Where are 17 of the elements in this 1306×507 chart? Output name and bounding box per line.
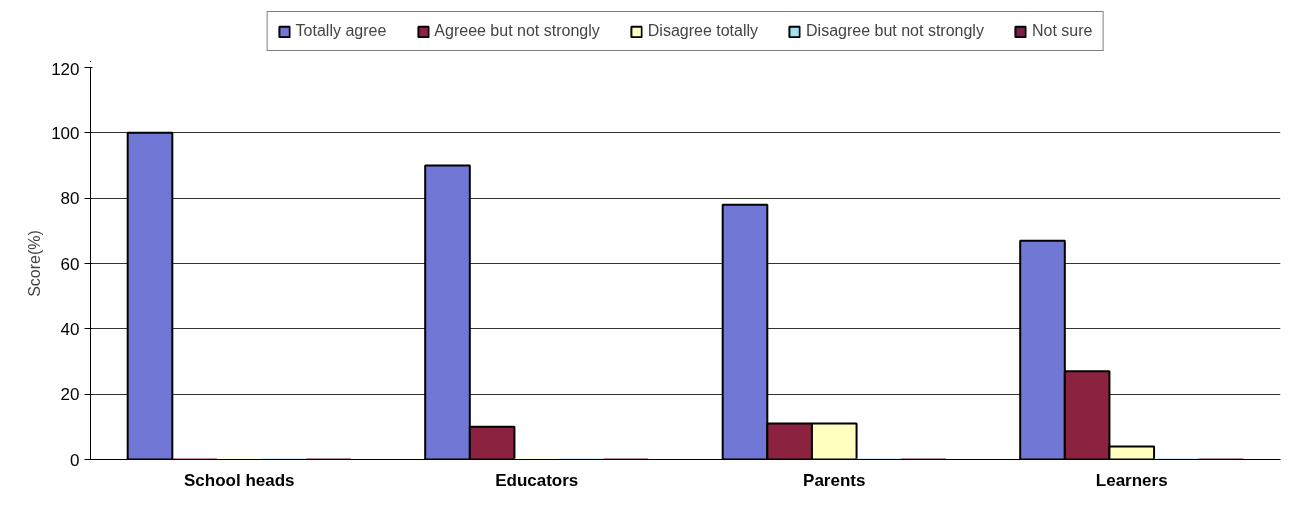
y-tick-label: 40 bbox=[60, 319, 80, 339]
legend-label: Disagree totally bbox=[647, 22, 759, 40]
y-tick-label: 0 bbox=[70, 450, 80, 470]
y-tick-label: 80 bbox=[60, 189, 80, 209]
y-axis-title: Score(%) bbox=[26, 230, 44, 297]
x-tick-label: Educators bbox=[495, 470, 579, 490]
y-tick-label: 100 bbox=[51, 123, 80, 143]
legend-label: Agreee but not strongly bbox=[434, 22, 600, 40]
legend-label: Totally agree bbox=[295, 22, 387, 40]
y-tick-label: 60 bbox=[60, 254, 80, 274]
legend-label: Not sure bbox=[1031, 22, 1093, 40]
x-tick-label: School heads bbox=[183, 470, 295, 490]
legend-label: Disagree but not strongly bbox=[806, 22, 984, 40]
x-tick-label: Learners bbox=[1095, 470, 1168, 490]
y-tick-label: 120 bbox=[51, 59, 80, 79]
y-tick-label: 20 bbox=[60, 385, 80, 405]
x-tick-label: Parents bbox=[803, 470, 866, 490]
